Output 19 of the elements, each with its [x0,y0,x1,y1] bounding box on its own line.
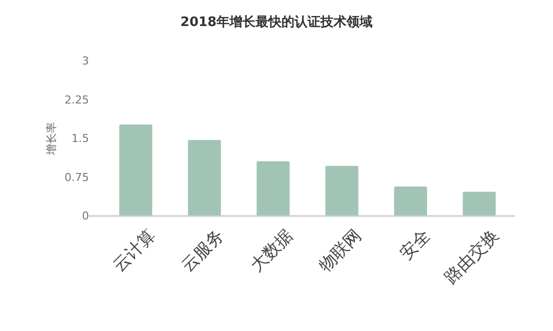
bar [256,161,290,216]
bar [394,186,428,216]
y-tick-label: 0.75 [64,170,89,184]
x-tick-label: 物联网 [316,226,366,276]
x-tick-label: 大数据 [246,226,298,276]
y-tick-label: 0 [82,210,89,223]
x-tick-label: 云计算 [109,226,160,276]
bar [462,192,496,216]
x-tick-label: 云服务 [178,226,228,276]
y-tick-label: 3 [82,54,89,68]
x-tick-label: 安全 [396,226,434,264]
bar [119,124,152,216]
bar [325,166,358,216]
chart-title: 2018年增长最快的认证技术领域 [180,15,373,30]
y-tick-label: 2.25 [64,93,89,106]
x-tick-label: 路由交换 [440,226,504,288]
bar [188,140,221,216]
y-axis-title: 增长率 [45,122,58,156]
y-tick-label: 1.5 [72,132,89,146]
